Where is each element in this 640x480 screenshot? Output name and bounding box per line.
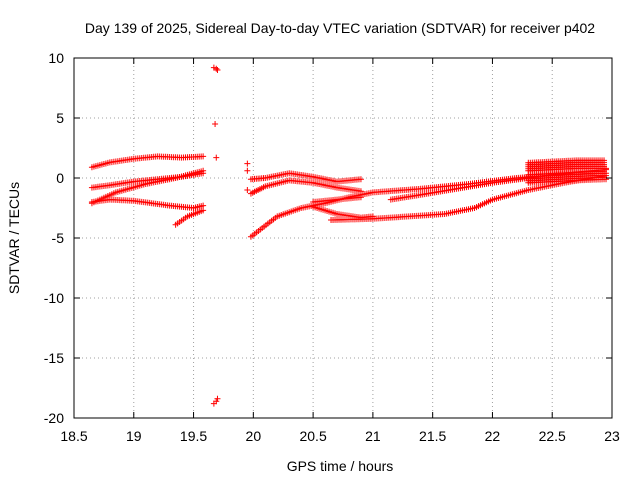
- data-point: [357, 176, 364, 183]
- y-axis-title: SDTVAR / TECUs: [6, 182, 22, 294]
- x-tick-label: 22.5: [539, 428, 566, 444]
- data-point: [601, 168, 608, 175]
- y-tick-label: 0: [56, 170, 64, 186]
- data-points: [88, 64, 610, 407]
- series-track-b: [88, 170, 207, 191]
- x-tick-label: 18.5: [60, 428, 87, 444]
- series-track-d: [88, 167, 207, 207]
- data-point: [212, 121, 219, 127]
- x-axis-title: GPS time / hours: [287, 458, 394, 474]
- data-point: [601, 157, 608, 164]
- x-tick-label: 19: [126, 428, 142, 444]
- series-band-right-low: [525, 168, 610, 186]
- series-track-k: [328, 172, 610, 223]
- series-track-e: [172, 207, 207, 228]
- data-point: [200, 207, 207, 214]
- y-tick-label: 10: [48, 50, 64, 66]
- data-point: [244, 160, 251, 167]
- y-tick-label: -15: [44, 350, 64, 366]
- y-tick-label: -5: [52, 230, 65, 246]
- data-point: [357, 194, 364, 201]
- x-tick-label: 19.5: [180, 428, 207, 444]
- y-tick-label: -20: [44, 410, 64, 426]
- data-point: [244, 167, 251, 174]
- series-track-f: [247, 170, 610, 240]
- data-point: [244, 187, 251, 193]
- axis-ticks: 18.5 19 19.5 20 20.5 21 21.5 22 22.5 23 10 5 0 -5 -10 -…: [44, 50, 620, 444]
- series-track-h: [247, 170, 364, 185]
- x-tick-label: 23: [604, 428, 620, 444]
- series-isolated: [210, 64, 251, 407]
- data-point: [357, 188, 364, 195]
- series-track-g: [247, 177, 364, 197]
- data-point: [214, 395, 221, 402]
- x-tick-label: 20: [246, 428, 262, 444]
- data-point: [213, 154, 220, 161]
- series-track-i: [310, 194, 364, 205]
- data-point: [200, 167, 207, 174]
- y-tick-label: 5: [56, 110, 64, 126]
- data-point: [214, 67, 221, 73]
- chart-title: Day 139 of 2025, Sidereal Day-to-day VTE…: [85, 20, 595, 36]
- data-point: [200, 153, 207, 160]
- series-track-c: [88, 196, 207, 211]
- x-tick-label: 20.5: [299, 428, 326, 444]
- series-track-a: [88, 153, 207, 171]
- y-tick-label: -10: [44, 290, 64, 306]
- x-tick-label: 22: [485, 428, 501, 444]
- data-point: [603, 176, 610, 183]
- grid-layer: [74, 58, 612, 418]
- x-tick-label: 21.5: [419, 428, 446, 444]
- x-tick-label: 21: [365, 428, 381, 444]
- data-point: [213, 65, 220, 72]
